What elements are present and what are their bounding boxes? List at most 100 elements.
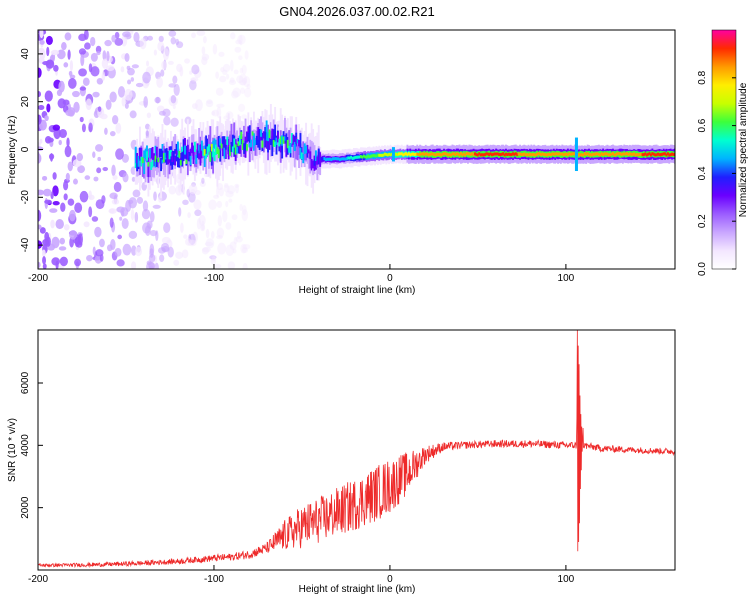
spectrogram-carrier-cell <box>234 144 237 155</box>
spectrogram-carrier-cell <box>199 145 202 151</box>
spectrogram-carrier-cell <box>164 149 167 178</box>
spectrogram-carrier-cell <box>172 150 175 158</box>
spectrogram-noise-blob <box>58 246 67 251</box>
spectrogram-noise-blob <box>170 94 177 104</box>
spectrogram-carrier-cell <box>382 153 385 157</box>
spectrogram-noise-blob <box>210 231 215 239</box>
spectrogram-carrier-cell <box>324 158 327 162</box>
spectrogram-noise-blob <box>109 91 117 103</box>
spectrogram-noise-blob <box>111 199 120 205</box>
spectrogram-noise-blob <box>38 240 43 249</box>
spectrogram-carrier-cell <box>398 152 400 156</box>
snr-y-ticks: 2000 4000 6000 <box>20 371 43 519</box>
spectrogram-carrier-cell <box>596 152 599 156</box>
spectrogram-carrier-cell <box>559 152 562 156</box>
spectrogram-carrier-cell <box>526 152 529 156</box>
spectrogram-noise-blob <box>240 243 247 254</box>
spectrogram-carrier-cell <box>327 157 330 161</box>
spectrogram-carrier-cell <box>219 138 222 146</box>
spectrogram-carrier-cell <box>222 136 224 145</box>
spectrogram-carrier-cell <box>207 144 210 152</box>
spectrogram-carrier-cell <box>299 133 302 154</box>
colorbar-tick-label: 0.2 <box>697 214 708 228</box>
spectrogram-noise-blob <box>42 263 47 269</box>
spectrogram-carrier-cell <box>206 146 209 156</box>
spectrogram-carrier-cell <box>583 152 586 156</box>
colorbar: 0.0 0.2 0.4 0.6 0.8 Normalized spectral ampl… <box>697 29 749 276</box>
spectrogram-carrier-cell <box>623 152 626 156</box>
spectrogram-carrier-cell <box>154 155 157 162</box>
spectrogram-carrier-cell <box>640 152 643 156</box>
spectrogram-carrier-cell <box>496 152 499 156</box>
spectrogram-noise-blob <box>124 53 130 62</box>
spectrogram-noise-blob <box>45 59 55 69</box>
spectrogram-noise-blob <box>114 37 124 46</box>
spectrogram-carrier-cell <box>399 152 402 156</box>
spectrogram-noise-blob <box>116 259 125 267</box>
spectrogram-carrier-cell <box>271 135 274 157</box>
spectrogram-noise-blob <box>241 209 249 222</box>
spectrogram-carrier-cell <box>215 139 217 150</box>
spectrogram-carrier-cell <box>459 152 462 156</box>
spectrogram-carrier-cell <box>344 157 347 161</box>
spectrogram-carrier-cell <box>229 134 231 145</box>
spectrogram-noise-blob <box>243 76 251 88</box>
spectrogram-carrier-cell <box>284 136 286 141</box>
spectrogram-noise-blob <box>222 210 228 223</box>
spectrogram-noise-blob <box>39 227 46 234</box>
spectrogram-noise-blob <box>216 227 225 238</box>
spectrogram-noise-blob <box>112 114 119 125</box>
spectrogram-carrier-cell <box>293 135 296 168</box>
spectrogram-carrier-cell <box>558 152 561 156</box>
spectrogram-carrier-cell <box>578 153 581 157</box>
spectrogram-carrier-cell <box>181 148 184 167</box>
spectrogram-noise-blob <box>142 71 151 84</box>
spectrogram-noise-blob <box>235 39 242 45</box>
colorbar-tick-label: 0.0 <box>697 262 708 276</box>
spectrogram-carrier-cell <box>198 144 201 154</box>
spectrogram-noise-blob <box>124 102 129 109</box>
spectrogram-noise-blob <box>109 217 114 228</box>
spectrogram-noise-blob <box>211 110 216 116</box>
spectrogram-noise-blob <box>200 224 206 232</box>
spectrogram-carrier-cell <box>444 152 447 156</box>
spectrogram-noise-blob <box>99 254 104 262</box>
spectrogram-carrier-cell <box>343 157 346 161</box>
spectrogram-carrier-cell <box>250 139 253 148</box>
spectrogram-carrier-cell <box>155 146 158 167</box>
spectrogram-noise-blob <box>124 88 133 101</box>
spectrogram-carrier-cell <box>507 152 510 156</box>
spectrogram-noise-blob <box>160 69 165 77</box>
y-tick-label: -20 <box>20 190 31 205</box>
spectrogram-noise-blob <box>172 104 176 110</box>
spectrogram-carrier-cell <box>555 152 558 156</box>
spectrogram-spike <box>574 137 578 172</box>
spectrogram-noise-blob <box>201 177 205 184</box>
spectrogram-carrier-cell <box>174 149 177 154</box>
spectrogram-carrier-cell <box>279 136 282 145</box>
spectrogram-noise-blob <box>67 49 71 60</box>
spectrogram-noise-blob <box>239 203 243 212</box>
spectrogram-carrier-cell <box>458 153 461 157</box>
spectrogram-noise-blob <box>135 82 144 88</box>
spectrogram-carrier-cell <box>160 148 163 158</box>
spectrogram-carrier-cell <box>254 139 257 145</box>
spectrogram-carrier-cell <box>178 158 181 168</box>
spectrogram-carrier-cell <box>621 152 624 156</box>
spectrogram-carrier-cell <box>617 152 620 156</box>
spectrogram-carrier-cell <box>571 152 574 156</box>
spectrogram-noise-blob <box>79 86 87 91</box>
spectrogram-carrier-cell <box>631 152 634 156</box>
spectrogram-carrier-cell <box>471 152 474 156</box>
spectrogram-carrier-cell <box>651 152 654 156</box>
spectrogram-noise-blob <box>121 218 129 229</box>
spectrogram-noise-blob <box>101 71 106 82</box>
spectrogram-noise-blob <box>146 112 152 119</box>
spectrogram-carrier-cell <box>506 153 509 157</box>
spectrogram-noise-blob <box>83 30 89 40</box>
spectrogram-carrier-cell <box>538 152 541 156</box>
spectrogram-noise-blob <box>159 254 165 262</box>
spectrogram-noise-blob <box>69 60 74 72</box>
spectrogram-noise-blob <box>130 261 137 269</box>
spectrogram-noise-blob <box>60 202 66 212</box>
